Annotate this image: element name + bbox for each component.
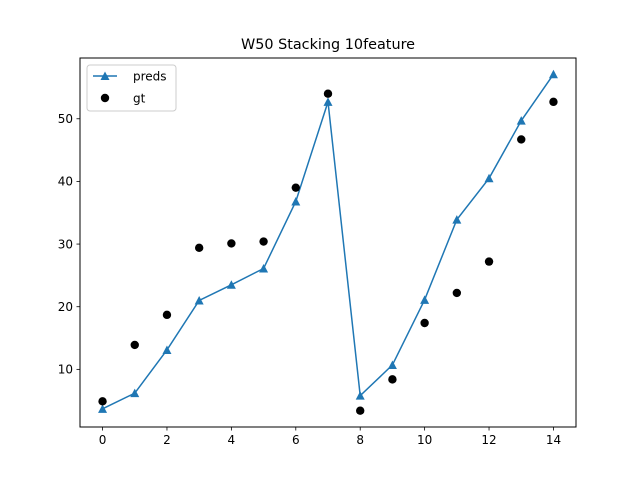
y-tick-label: 40 (58, 175, 73, 189)
gt-point (356, 406, 365, 415)
x-tick-label: 12 (481, 433, 496, 447)
axis-ticks: 0 2 4 6 8 10 12 14 10 20 30 40 50 (58, 112, 561, 447)
legend-gt-label: gt (133, 92, 146, 106)
series-preds-line (102, 73, 555, 410)
preds-point (162, 345, 172, 354)
legend: preds gt (86, 64, 177, 112)
gt-point (130, 340, 139, 350)
gt-point (162, 310, 172, 320)
x-tick-label: 10 (417, 433, 432, 447)
gt-point (388, 375, 397, 384)
legend-preds-label: preds (133, 70, 167, 84)
preds-point (452, 215, 462, 224)
preds-point (548, 69, 558, 79)
gt-point (259, 237, 268, 246)
preds-point (355, 391, 365, 400)
preds-point (259, 263, 269, 273)
gt-point (291, 183, 300, 192)
gt-point (194, 243, 204, 253)
gt-point (323, 89, 333, 98)
gt-point (98, 397, 107, 406)
preds-point (226, 280, 236, 289)
preds-point (98, 404, 108, 413)
y-tick-label: 30 (58, 237, 73, 251)
gt-point (517, 135, 526, 144)
x-tick-label: 8 (356, 433, 364, 447)
x-tick-label: 6 (292, 433, 300, 447)
gt-point (549, 97, 558, 107)
preds-point (516, 116, 526, 125)
x-tick-label: 4 (228, 433, 236, 447)
gt-point (227, 239, 236, 248)
preds-point (291, 196, 301, 206)
gt-point (420, 318, 429, 328)
x-tick-label: 14 (546, 433, 561, 447)
preds-point (420, 295, 430, 304)
axes-frame (79, 57, 577, 428)
preds-point (323, 97, 333, 106)
gt-point (484, 257, 494, 266)
x-tick-label: 2 (163, 433, 171, 447)
preds-point (130, 388, 140, 398)
y-tick-label: 50 (58, 112, 73, 126)
chart-title: W50 Stacking 10feature (241, 37, 415, 53)
preds-point (194, 295, 204, 305)
y-tick-label: 10 (58, 363, 73, 377)
y-tick-label: 20 (58, 300, 73, 314)
gt-point (452, 288, 462, 298)
preds-point (387, 360, 397, 369)
x-tick-label: 0 (99, 433, 107, 447)
plot-area (98, 69, 558, 415)
preds-point (484, 173, 494, 183)
legend-gt-marker (100, 93, 110, 103)
legend-preds-marker (100, 71, 110, 80)
